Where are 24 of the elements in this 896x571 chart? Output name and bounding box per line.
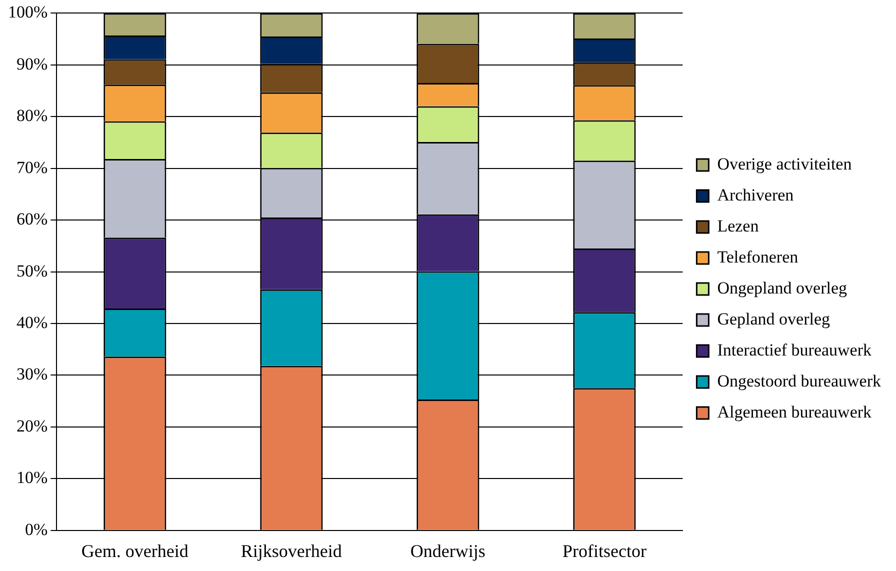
legend-label: Ongepland overleg — [717, 278, 848, 298]
y-tick-label: 70% — [16, 158, 48, 177]
y-tick-label: 30% — [16, 364, 48, 384]
y-tick-label: 20% — [16, 416, 48, 436]
legend-label: Telefoneren — [717, 247, 799, 266]
y-tick-label: 50% — [16, 261, 48, 280]
y-tick-label: 100% — [8, 2, 48, 22]
y-tick-label: 0% — [24, 520, 48, 539]
legend-label: Algemeen bureauwerk — [717, 402, 872, 422]
legend-label: Archiveren — [717, 185, 794, 204]
legend-label: Ongestoord bureauwerk — [717, 371, 882, 390]
x-tick-label: Profitsector — [562, 540, 646, 561]
y-tick-label: 40% — [16, 312, 48, 332]
legend-label: Lezen — [717, 216, 760, 236]
y-tick-label: 10% — [16, 468, 48, 488]
y-tick-label: 60% — [16, 210, 48, 229]
y-tick-label: 80% — [16, 106, 48, 126]
y-tick-label: 90% — [16, 54, 48, 74]
x-tick-label: Gem. overheid — [81, 540, 188, 561]
legend-label: Gepland overleg — [717, 309, 831, 328]
x-tick-label: Onderwijs — [410, 540, 486, 561]
x-tick-label: Rijksoverheid — [240, 540, 342, 561]
legend-label: Interactief bureauwerk — [717, 340, 872, 360]
legend-label: Overige activiteiten — [717, 154, 852, 174]
